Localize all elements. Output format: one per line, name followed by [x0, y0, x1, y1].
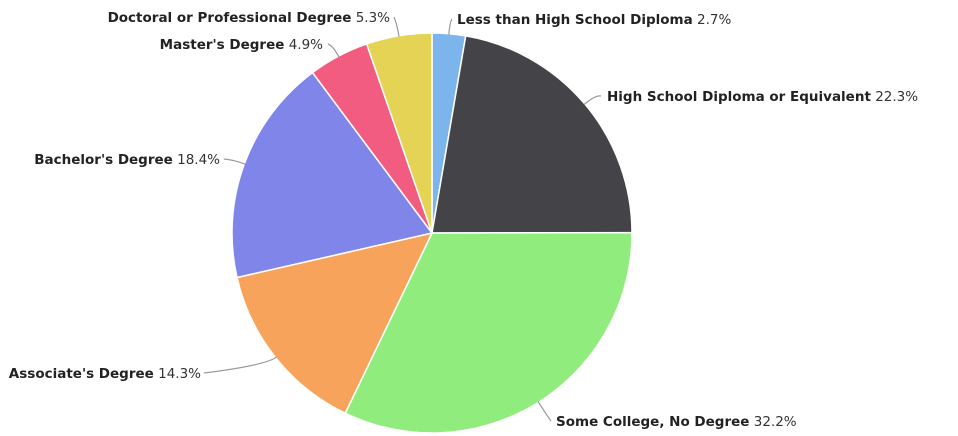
leader-line-some-college-no-degree [537, 401, 552, 422]
pie-slices [231, 32, 633, 434]
data-label-percent: 2.7% [697, 12, 731, 28]
leader-line-high-school-diploma-or-equivalent [583, 95, 602, 106]
leader-line-master-s-degree [327, 43, 340, 58]
data-label-less-than-high-school-diploma: Less than High School Diploma 2.7% [457, 12, 731, 28]
data-label-bachelor-s-degree: Bachelor's Degree 18.4% [34, 152, 220, 168]
data-labels: Less than High School Diploma 2.7% High S… [9, 10, 918, 430]
data-label-category: Bachelor's Degree [34, 152, 173, 168]
leader-line-bachelor-s-degree [223, 158, 246, 165]
data-label-percent: 14.3% [158, 366, 201, 382]
data-label-percent: 22.3% [875, 89, 918, 105]
data-label-category: Associate's Degree [9, 366, 154, 382]
leader-line-less-than-high-school-diploma [448, 18, 453, 35]
data-label-high-school-diploma-or-equivalent: High School Diploma or Equivalent 22.3% [607, 89, 918, 105]
leader-lines [203, 16, 602, 422]
data-label-category: High School Diploma or Equivalent [607, 89, 871, 105]
data-label-category: Some College, No Degree [556, 414, 749, 430]
data-label-category: Doctoral or Professional Degree [108, 10, 352, 26]
pie-slice-high-school-diploma-or-equivalent[interactable] [431, 34, 633, 234]
data-label-category: Master's Degree [160, 37, 285, 53]
leader-line-associate-s-degree [203, 356, 277, 374]
data-label-associate-s-degree: Associate's Degree 14.3% [9, 366, 201, 382]
data-label-doctoral-or-professional-degree: Doctoral or Professional Degree 5.3% [108, 10, 391, 26]
data-label-category: Less than High School Diploma [457, 12, 693, 28]
data-label-percent: 4.9% [289, 37, 323, 53]
data-label-master-s-degree: Master's Degree 4.9% [160, 37, 323, 53]
data-label-percent: 18.4% [177, 152, 220, 168]
data-label-percent: 5.3% [356, 10, 390, 26]
data-label-some-college-no-degree: Some College, No Degree 32.2% [556, 414, 797, 430]
data-label-percent: 32.2% [754, 414, 797, 430]
leader-line-doctoral-or-professional-degree [393, 16, 400, 37]
